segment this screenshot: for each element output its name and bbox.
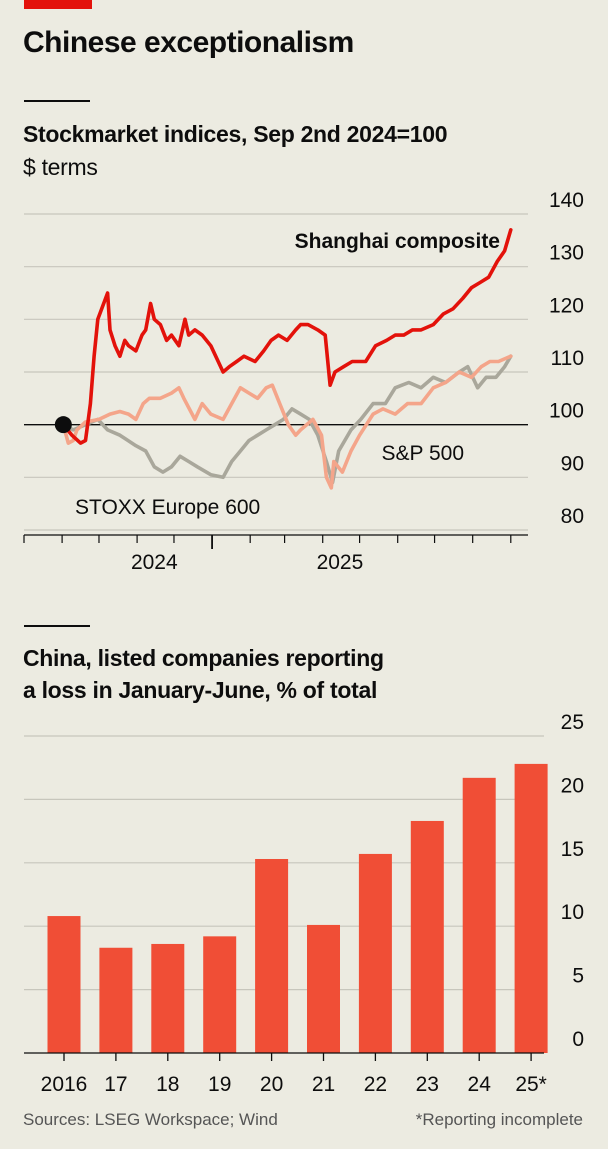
bar-22	[358, 853, 392, 1053]
chart2-xtick-label: 24	[468, 1073, 492, 1096]
chart2-ytick-label: 5	[572, 965, 584, 988]
chart2-xtick-label: 2016	[41, 1073, 88, 1096]
chart2-xtick-label: 18	[156, 1073, 179, 1096]
page-title: Chinese exceptionalism	[23, 26, 354, 59]
series-label-sp-500: S&P 500	[381, 442, 464, 465]
bar-25	[514, 763, 548, 1053]
bar-23	[410, 820, 444, 1053]
brand-bar	[24, 0, 92, 9]
bar-17	[99, 947, 133, 1053]
bar-20	[255, 858, 289, 1053]
chart1-ytick-label: 140	[549, 189, 584, 212]
chart2-ytick-label: 10	[561, 901, 584, 924]
chart2-xtick-label: 20	[260, 1073, 283, 1096]
footer-sources: Sources: LSEG Workspace; Wind	[23, 1110, 278, 1129]
chart2-xtick-label: 21	[312, 1073, 335, 1096]
series-label-stoxx-europe-600: STOXX Europe 600	[75, 496, 260, 519]
chart2-ytick-label: 0	[572, 1028, 584, 1051]
chart2-xtick-label: 25*	[515, 1073, 547, 1096]
chart2-rule	[24, 625, 90, 627]
footer-note: *Reporting incomplete	[415, 1110, 583, 1129]
series-line-s-p-500	[61, 354, 513, 490]
bar-18	[151, 943, 185, 1053]
chart1-rule	[24, 100, 90, 102]
series-line-shanghai-composite	[61, 228, 513, 445]
chart2-xtick-label: 19	[208, 1073, 231, 1096]
bar-21	[307, 924, 340, 1053]
chart2-xtick-label: 17	[104, 1073, 127, 1096]
chart1-ytick-label: 100	[549, 400, 584, 423]
chart2-ytick-label: 15	[561, 838, 584, 861]
chart2-ytick-label: 25	[561, 711, 584, 734]
chart1-xtick-label: 2025	[317, 551, 364, 574]
bar-24	[462, 777, 496, 1053]
chart1-subtitle: $ terms	[23, 154, 98, 180]
chart1-ytick-label: 130	[549, 242, 584, 265]
chart1-ytick-label: 80	[561, 505, 584, 528]
series-line-stoxx-europe-600	[61, 354, 513, 485]
chart1-ytick-label: 120	[549, 294, 584, 317]
chart1-xtick-label: 2024	[131, 551, 178, 574]
chart2-title-line1: China, listed companies reporting	[23, 645, 384, 671]
chart2-xtick-label: 22	[364, 1073, 387, 1096]
chart1-title: Stockmarket indices, Sep 2nd 2024=100	[23, 121, 448, 147]
series-label-shanghai-composite: Shanghai composite	[295, 230, 500, 253]
bar-19	[203, 936, 237, 1053]
chart1-base-marker	[54, 416, 72, 434]
chart2-ytick-label: 20	[561, 774, 584, 797]
chart2-xtick-label: 23	[416, 1073, 439, 1096]
chart1-ytick-label: 110	[551, 347, 584, 370]
chart2-title-line2: a loss in January-June, % of total	[23, 677, 378, 703]
bar-2016	[47, 916, 81, 1053]
chart1-ytick-label: 90	[561, 452, 584, 475]
